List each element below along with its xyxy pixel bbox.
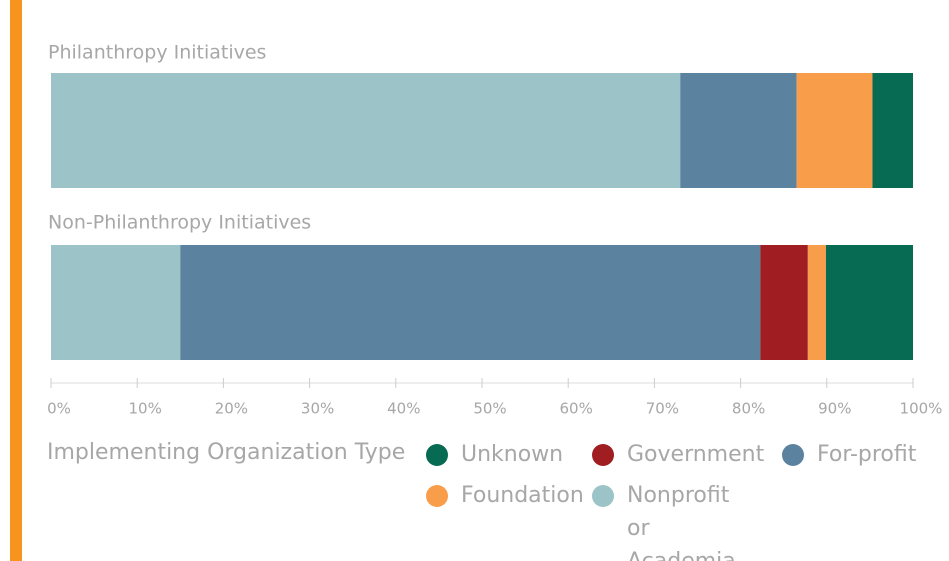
x-tick-label: 80% (732, 400, 765, 418)
bar-segment (760, 245, 808, 360)
legend-swatch (592, 444, 614, 466)
x-tick-label: 70% (646, 400, 679, 418)
legend-swatch (426, 485, 448, 507)
legend-swatch (782, 444, 804, 466)
accent-bar (10, 0, 22, 561)
x-tick-label: 100% (900, 400, 943, 418)
bar-segment (825, 245, 913, 360)
legend-title: Implementing Organization Type (47, 440, 405, 465)
legend-swatch (592, 485, 614, 507)
bar-segment (680, 73, 797, 188)
legend-label: Nonprofit or Academia (627, 483, 736, 561)
x-tick-label: 30% (301, 400, 334, 418)
bar-segment (51, 73, 681, 188)
bar-segment (796, 73, 873, 188)
category-label: Philanthropy Initiatives (48, 42, 266, 64)
bar-segment (872, 73, 913, 188)
bar-segment (51, 245, 181, 360)
bar-segment (180, 245, 761, 360)
x-tick-label: 20% (215, 400, 248, 418)
legend-label: Unknown (461, 442, 563, 467)
x-tick-label: 60% (560, 400, 593, 418)
category-label: Non-Philanthropy Initiatives (48, 212, 311, 234)
legend-label: Foundation (461, 483, 584, 508)
x-tick-label: 40% (387, 400, 420, 418)
x-tick-label: 0% (47, 400, 71, 418)
legend-swatch (426, 444, 448, 466)
x-tick-label: 10% (129, 400, 162, 418)
legend-label: For-profit (817, 442, 917, 467)
x-tick-label: 50% (473, 400, 506, 418)
x-tick-label: 90% (818, 400, 851, 418)
bar-segment (807, 245, 826, 360)
legend-label: Government (627, 442, 765, 467)
